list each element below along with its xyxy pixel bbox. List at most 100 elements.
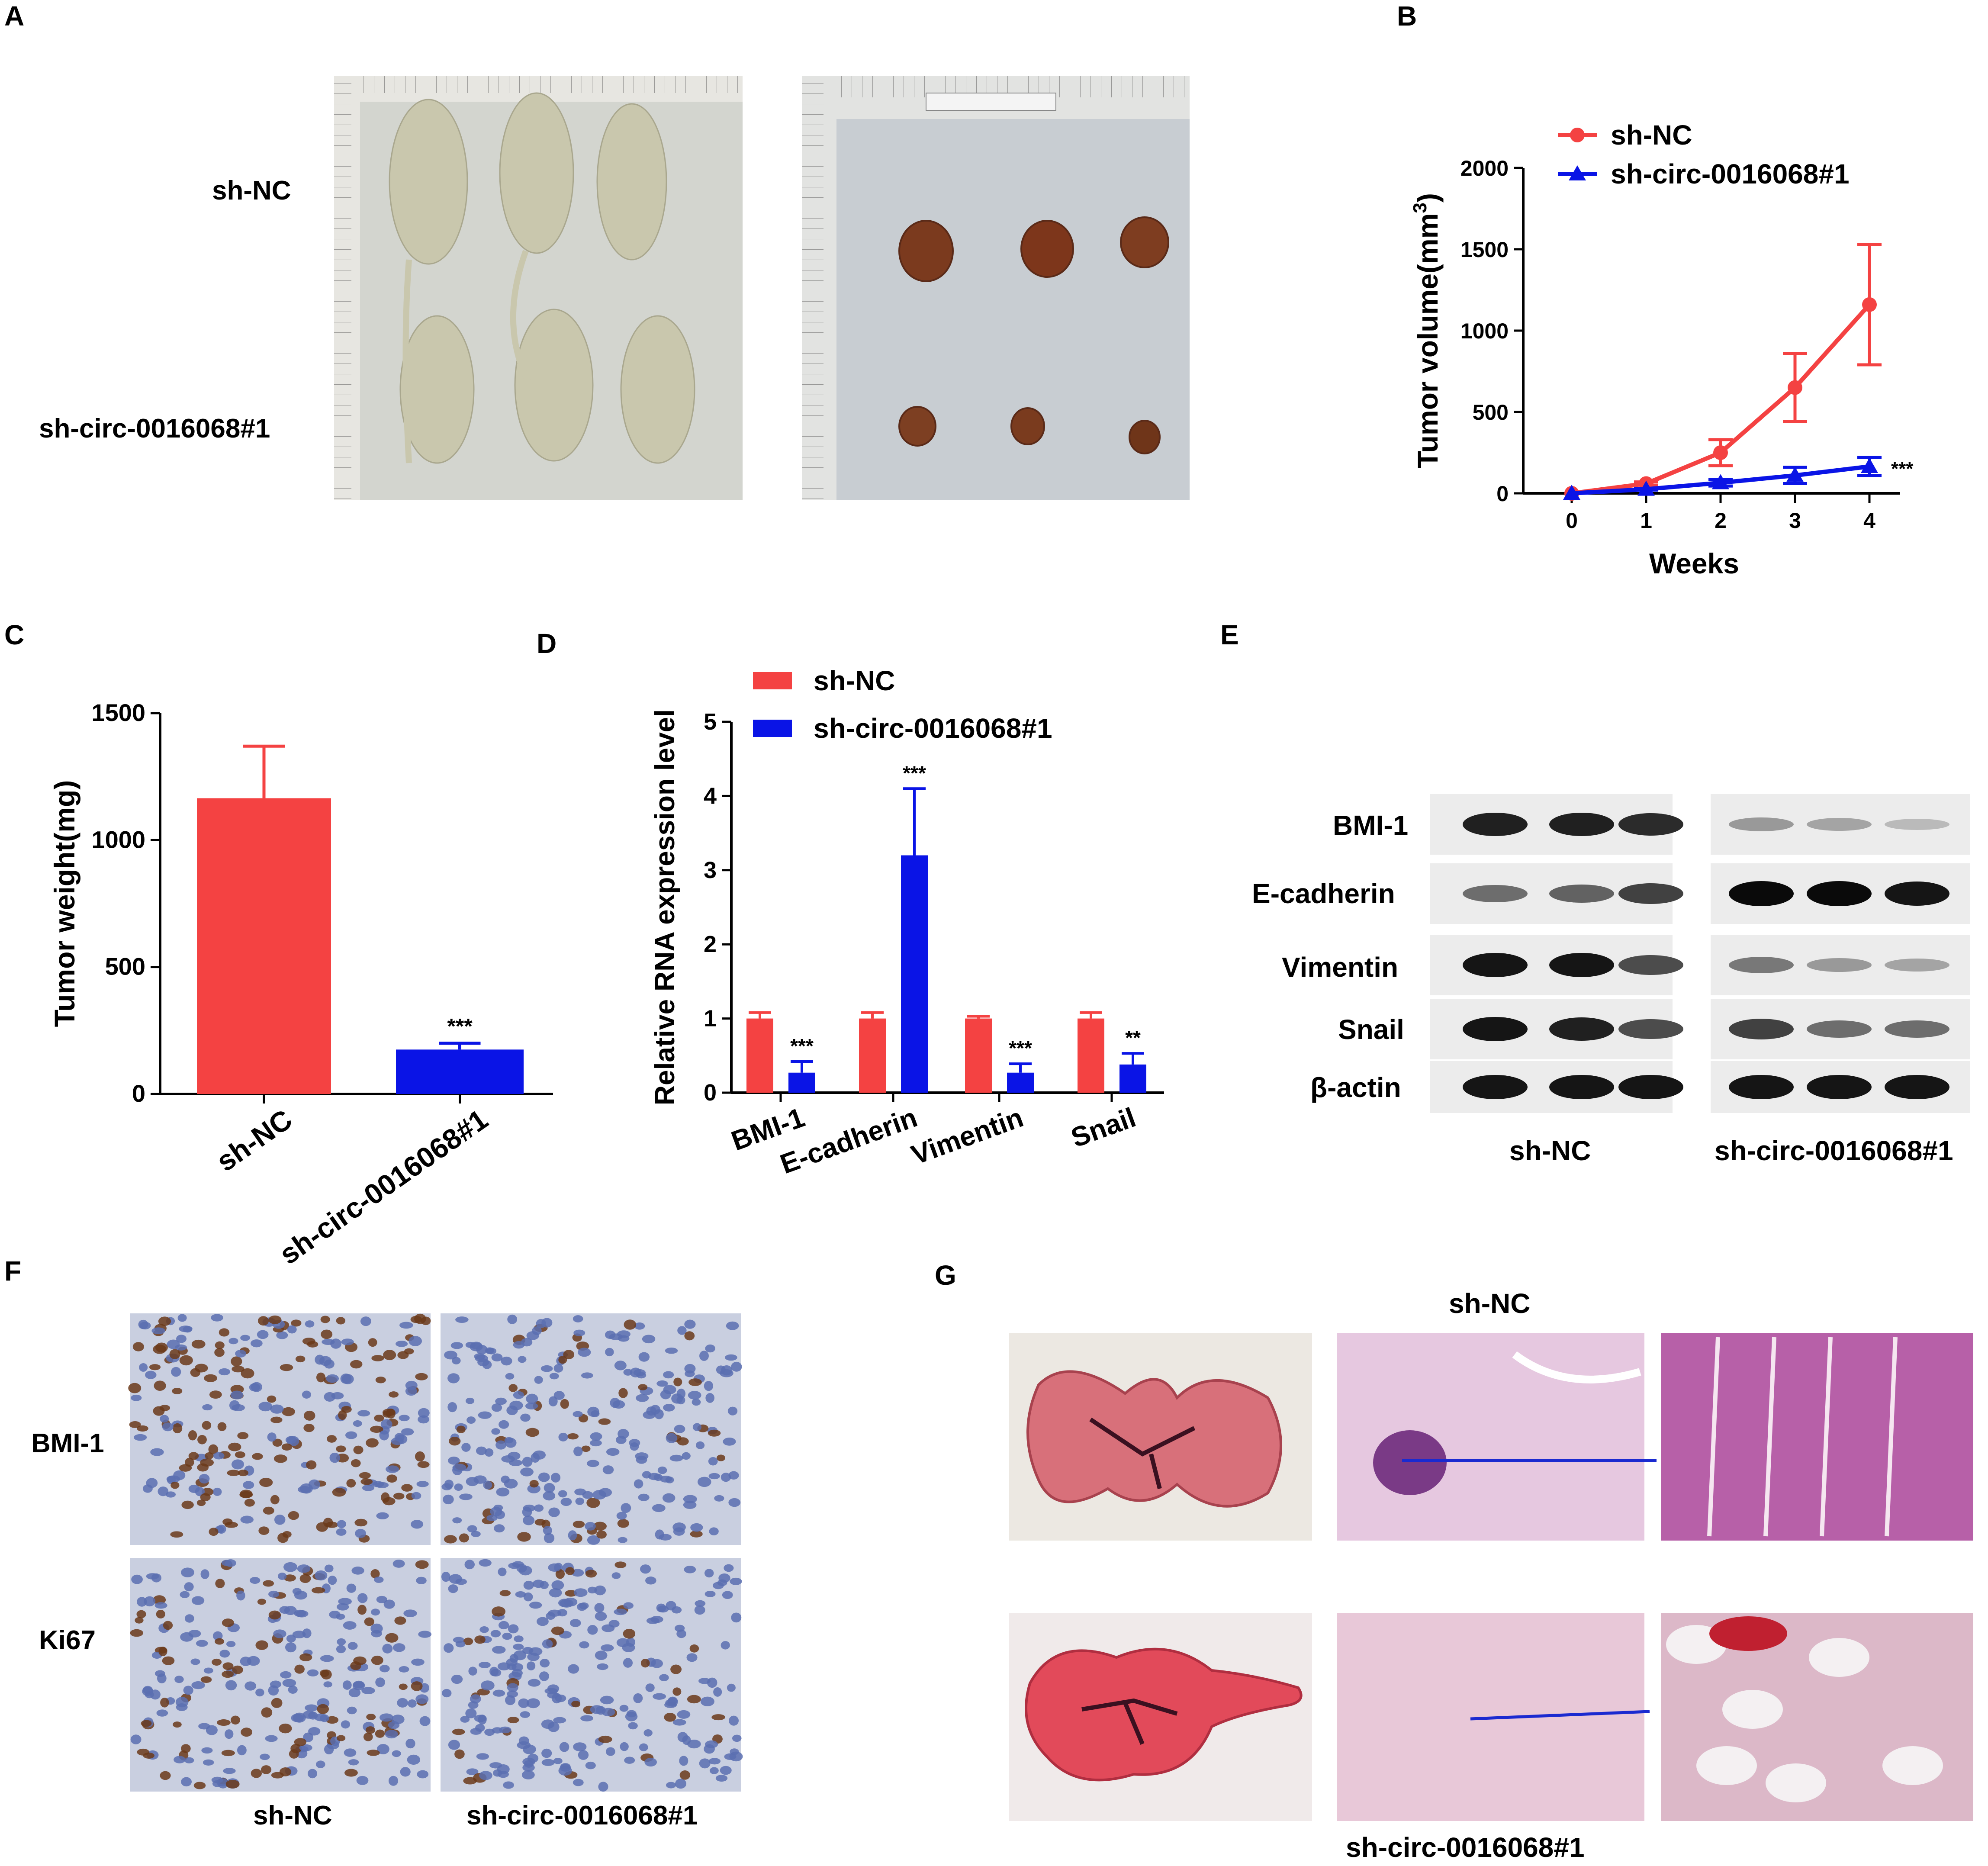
ihc-nucleus (645, 1576, 656, 1585)
ihc-nucleus (594, 1585, 606, 1596)
blot-band (1807, 881, 1872, 906)
ihc-nucleus (288, 1511, 299, 1520)
ihc-nucleus (721, 1641, 730, 1650)
ihc-nucleus (411, 1658, 425, 1666)
ihc-nucleus (202, 1404, 213, 1411)
ihc-nucleus (542, 1639, 553, 1649)
ihc-nucleus (548, 1396, 558, 1407)
ihc-nucleus (684, 1331, 695, 1341)
ihc-nucleus (399, 1322, 413, 1329)
ihc-nucleus (132, 1342, 144, 1351)
panel-letter-d: D (537, 628, 557, 659)
ihc-nucleus (176, 1703, 188, 1711)
ihc-nucleus (217, 1778, 228, 1789)
b-x-tick-label: 1 (1640, 508, 1652, 533)
ihc-nucleus (581, 1372, 593, 1379)
ihc-nucleus (258, 1402, 273, 1412)
ihc-nucleus (490, 1630, 501, 1638)
ihc-nucleus (624, 1757, 635, 1764)
ihc-nucleus (268, 1590, 279, 1598)
ihc-nucleus (452, 1464, 466, 1472)
ihc-nucleus (585, 1761, 596, 1769)
ihc-nucleus (188, 1484, 200, 1493)
ihc-nucleus (620, 1742, 629, 1751)
ihc-nucleus (638, 1352, 650, 1362)
ihc-nucleus (662, 1493, 676, 1503)
ihc-nucleus (602, 1624, 615, 1632)
ihc-nucleus (595, 1612, 607, 1621)
lung-histo-airway (1512, 1351, 1641, 1383)
ihc-nucleus (231, 1459, 244, 1470)
ihc-nucleus (517, 1741, 531, 1749)
ihc-nucleus (455, 1316, 469, 1323)
ihc-nucleus (672, 1719, 686, 1726)
blot-band (1729, 881, 1794, 906)
ihc-nucleus (548, 1563, 561, 1572)
ihc-nucleus (731, 1612, 742, 1623)
ihc-nucleus (219, 1328, 230, 1337)
ihc-nucleus (241, 1368, 254, 1379)
ihc-nucleus (219, 1650, 230, 1658)
ihc-nucleus (476, 1446, 487, 1455)
blot-band (1807, 958, 1872, 972)
lung-alveolus (1696, 1746, 1757, 1785)
b-legend-marker-0 (1570, 128, 1585, 142)
ihc-nucleus (222, 1670, 234, 1678)
ihc-nucleus (400, 1767, 411, 1777)
ihc-nucleus (139, 1363, 148, 1372)
ihc-nucleus (636, 1455, 647, 1464)
ihc-nucleus (709, 1527, 719, 1536)
ihc-nucleus (688, 1378, 702, 1386)
ihc-nucleus (332, 1488, 346, 1497)
ihc-nucleus (316, 1522, 328, 1532)
ihc-nucleus (728, 1498, 741, 1507)
ihc-nucleus (240, 1335, 251, 1341)
ihc-nucleus (640, 1659, 650, 1668)
ihc-nucleus (677, 1326, 687, 1335)
ihc-nucleus (666, 1782, 676, 1789)
ihc-nucleus (380, 1665, 390, 1673)
ihc-nucleus (585, 1522, 596, 1531)
ihc-nucleus (684, 1566, 696, 1573)
ihc-nucleus (160, 1771, 171, 1780)
lung-histo-crack (1885, 1337, 1898, 1537)
ihc-nucleus (732, 1734, 742, 1742)
ihc-nucleus (171, 1367, 181, 1377)
c-y-axis-label: Tumor weight(mg) (48, 780, 80, 1027)
ihc-nucleus (643, 1729, 653, 1737)
ihc-nucleus (523, 1580, 534, 1590)
ihc-nucleus (386, 1465, 399, 1473)
ihc-nucleus (239, 1491, 253, 1498)
ihc-nucleus (687, 1695, 701, 1704)
ihc-nucleus (518, 1698, 529, 1708)
ihc-nucleus (452, 1728, 465, 1735)
ihc-nucleus (291, 1319, 302, 1327)
tumor-shapes (898, 216, 1169, 454)
ihc-nucleus (558, 1766, 572, 1776)
ihc-nucleus (223, 1768, 236, 1774)
ihc-nucleus (498, 1621, 509, 1630)
ihc-nucleus (452, 1517, 462, 1524)
ihc-nucleus (725, 1354, 737, 1361)
ihc-nucleus (415, 1694, 429, 1704)
ihc-nucleus (149, 1364, 161, 1371)
ihc-nucleus (573, 1521, 585, 1528)
ihc-nucleus (251, 1769, 262, 1778)
ihc-nucleus (544, 1533, 555, 1543)
ihc-nucleus (271, 1698, 283, 1708)
blot-band (1885, 819, 1949, 830)
ihc-nucleus (688, 1391, 701, 1400)
ihc-nucleus (292, 1588, 302, 1595)
ihc-nucleus (698, 1678, 711, 1684)
lung-alveolus (1809, 1638, 1869, 1677)
ihc-nucleus (682, 1452, 691, 1460)
ihc-nucleus (465, 1708, 477, 1718)
ihc-nucleus (532, 1580, 544, 1588)
ihc-nucleus (137, 1425, 148, 1432)
ihc-nucleus (589, 1439, 602, 1447)
ihc-nucleus (704, 1381, 714, 1391)
ihc-nucleus (466, 1416, 476, 1424)
ihc-nucleus (338, 1598, 352, 1605)
